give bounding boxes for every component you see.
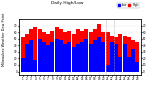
Bar <box>59 40 63 72</box>
Bar <box>114 37 118 72</box>
Legend: Low, High: Low, High <box>117 3 139 8</box>
Text: Daily High/Low: Daily High/Low <box>51 1 84 5</box>
Bar <box>89 44 92 72</box>
Bar <box>131 49 135 72</box>
Bar <box>84 29 88 72</box>
Bar <box>63 44 67 72</box>
Bar <box>110 35 114 72</box>
Bar <box>80 42 84 72</box>
Bar <box>42 32 46 72</box>
Bar <box>21 58 24 72</box>
Bar <box>21 37 24 72</box>
Bar <box>72 34 76 72</box>
Bar <box>114 44 118 72</box>
Bar <box>68 42 71 72</box>
Bar <box>38 29 42 72</box>
Bar <box>59 29 63 72</box>
Bar <box>123 35 127 72</box>
Bar <box>33 60 37 72</box>
Bar <box>127 57 131 72</box>
Bar <box>46 34 50 72</box>
Bar <box>63 32 67 72</box>
Bar <box>89 32 92 72</box>
Bar <box>72 47 76 72</box>
Bar <box>106 65 110 72</box>
Bar <box>136 62 139 72</box>
Bar <box>55 27 59 72</box>
Bar <box>68 31 71 72</box>
Bar <box>101 32 105 72</box>
Bar <box>29 40 33 72</box>
Bar <box>101 42 105 72</box>
Bar <box>123 44 127 72</box>
Bar <box>25 44 29 72</box>
Bar <box>131 40 135 72</box>
Bar <box>106 32 110 72</box>
Bar <box>97 37 101 72</box>
Bar <box>80 31 84 72</box>
Bar <box>118 57 122 72</box>
Bar <box>25 34 29 72</box>
Bar <box>76 44 80 72</box>
Bar <box>93 40 97 72</box>
Bar <box>50 31 54 72</box>
Bar <box>38 39 42 72</box>
Text: Milwaukee Weather Dew Point: Milwaukee Weather Dew Point <box>2 12 6 66</box>
Bar <box>84 39 88 72</box>
Bar <box>93 29 97 72</box>
Bar <box>127 37 131 72</box>
Bar <box>46 45 50 72</box>
Bar <box>110 42 114 72</box>
Bar <box>42 42 46 72</box>
Bar <box>76 29 80 72</box>
Bar <box>118 34 122 72</box>
Bar <box>136 42 139 72</box>
Bar <box>97 24 101 72</box>
Bar <box>29 29 33 72</box>
Bar <box>55 39 59 72</box>
Bar <box>33 27 37 72</box>
Bar <box>50 42 54 72</box>
